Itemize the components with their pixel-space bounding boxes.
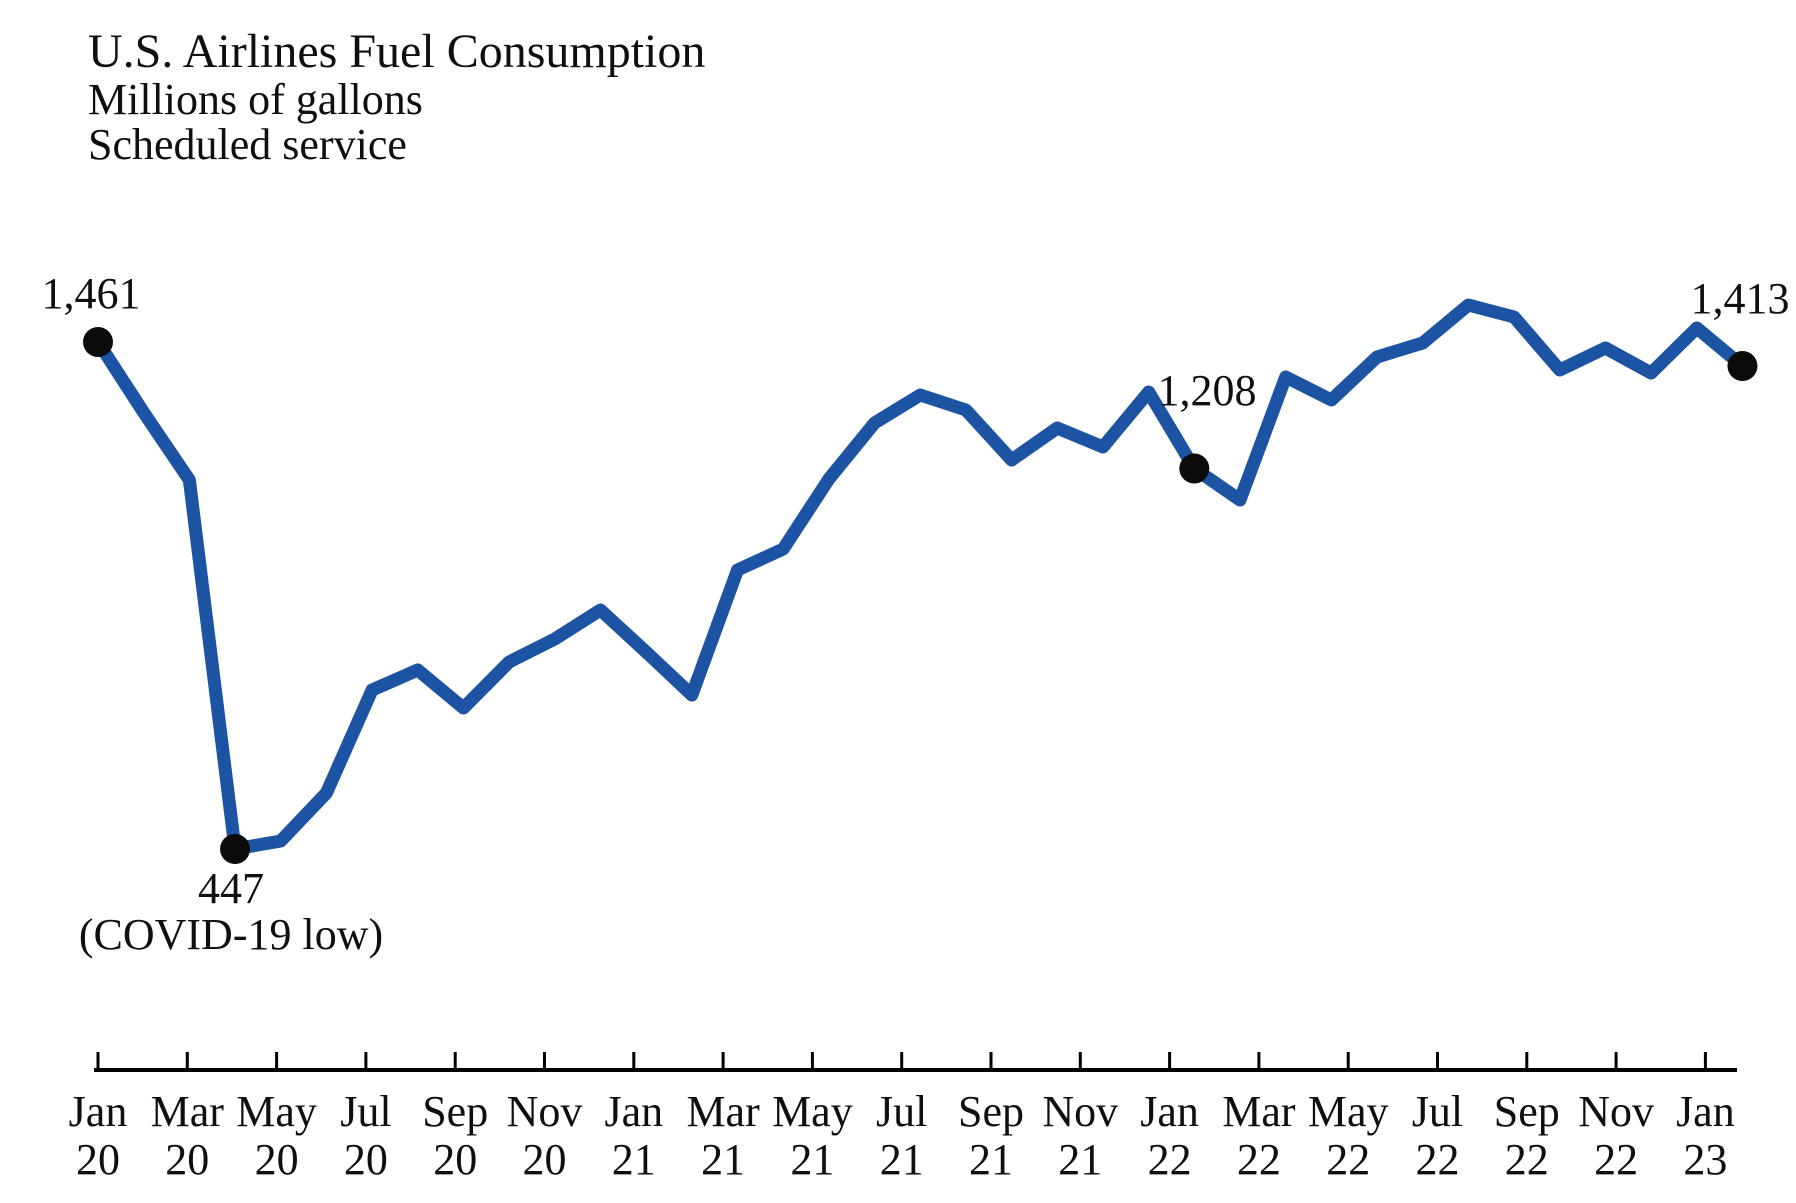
x-axis-tick-label-month: Nov: [507, 1087, 583, 1136]
x-axis-tick-label-month: Sep: [958, 1087, 1024, 1136]
x-axis-tick-label-year: 22: [1416, 1135, 1460, 1184]
chart-units-subtitle: Millions of gallons: [88, 75, 423, 124]
x-axis-tick-label-month: Mar: [1222, 1087, 1296, 1136]
x-axis-tick-label-month: Sep: [1494, 1087, 1560, 1136]
x-axis-tick-label-month: Jul: [876, 1087, 927, 1136]
x-axis-tick-label-month: May: [1308, 1087, 1389, 1136]
x-axis-tick-label-year: 20: [76, 1135, 120, 1184]
x-axis-tick-label-month: Jan: [69, 1087, 128, 1136]
data-point-marker: [220, 834, 251, 864]
x-axis-tick-label-year: 23: [1683, 1135, 1727, 1184]
annotation-covid-low-value: 447: [197, 864, 264, 913]
x-axis-tick-label-year: 22: [1148, 1135, 1192, 1184]
x-axis-tick-label-year: 20: [523, 1135, 567, 1184]
x-axis-tick-label-month: Sep: [422, 1087, 488, 1136]
x-axis-tick-label-month: Nov: [1042, 1087, 1118, 1136]
x-axis-tick-label-year: 21: [612, 1135, 656, 1184]
data-point-marker: [83, 327, 113, 357]
x-axis-tick-label-year: 22: [1326, 1135, 1370, 1184]
x-axis-tick-label-year: 22: [1594, 1135, 1638, 1184]
x-axis-tick-label-month: Jul: [1412, 1087, 1463, 1136]
data-point-marker: [1727, 351, 1758, 381]
x-axis-tick-label-month: May: [772, 1087, 853, 1136]
x-axis-tick-label-year: 20: [433, 1135, 477, 1184]
x-axis-tick-label-month: Jan: [1140, 1087, 1199, 1136]
x-axis-tick-label-year: 20: [255, 1135, 299, 1184]
x-axis-tick-label-month: Mar: [151, 1087, 225, 1136]
x-axis-tick-label-year: 21: [1058, 1135, 1102, 1184]
chart-service-subtitle: Scheduled service: [88, 120, 407, 169]
annotation-jan-2022-value: 1,208: [1157, 366, 1257, 415]
x-axis-tick-label-month: Jan: [1676, 1087, 1735, 1136]
x-axis-tick-label-month: May: [236, 1087, 317, 1136]
chart-title: U.S. Airlines Fuel Consumption: [88, 25, 706, 78]
x-axis-tick-label-year: 21: [880, 1135, 924, 1184]
annotation-jan-2023-value: 1,413: [1690, 274, 1790, 323]
annotation-jan-2020-value: 1,461: [41, 269, 141, 318]
annotation-covid-low-note: (COVID-19 low): [78, 910, 384, 959]
x-axis-tick-label-year: 21: [701, 1135, 745, 1184]
x-axis-tick-label-month: Jan: [604, 1087, 663, 1136]
fuel-consumption-line: [92, 298, 1747, 856]
x-axis-tick-label-year: 21: [969, 1135, 1013, 1184]
x-axis-tick-label-year: 20: [344, 1135, 388, 1184]
x-axis-tick-label-year: 22: [1505, 1135, 1549, 1184]
annotation-covid-low: 447 (COVID-19 low): [79, 866, 383, 958]
x-axis-tick-label-year: 20: [165, 1135, 209, 1184]
x-axis-tick-label-month: Mar: [686, 1087, 760, 1136]
data-point-marker: [1179, 453, 1210, 484]
x-axis-tick-label-year: 21: [790, 1135, 834, 1184]
x-axis-tick-label-year: 22: [1237, 1135, 1281, 1184]
x-axis-tick-label-month: Jul: [340, 1087, 391, 1136]
x-axis-tick-label-month: Nov: [1578, 1087, 1654, 1136]
